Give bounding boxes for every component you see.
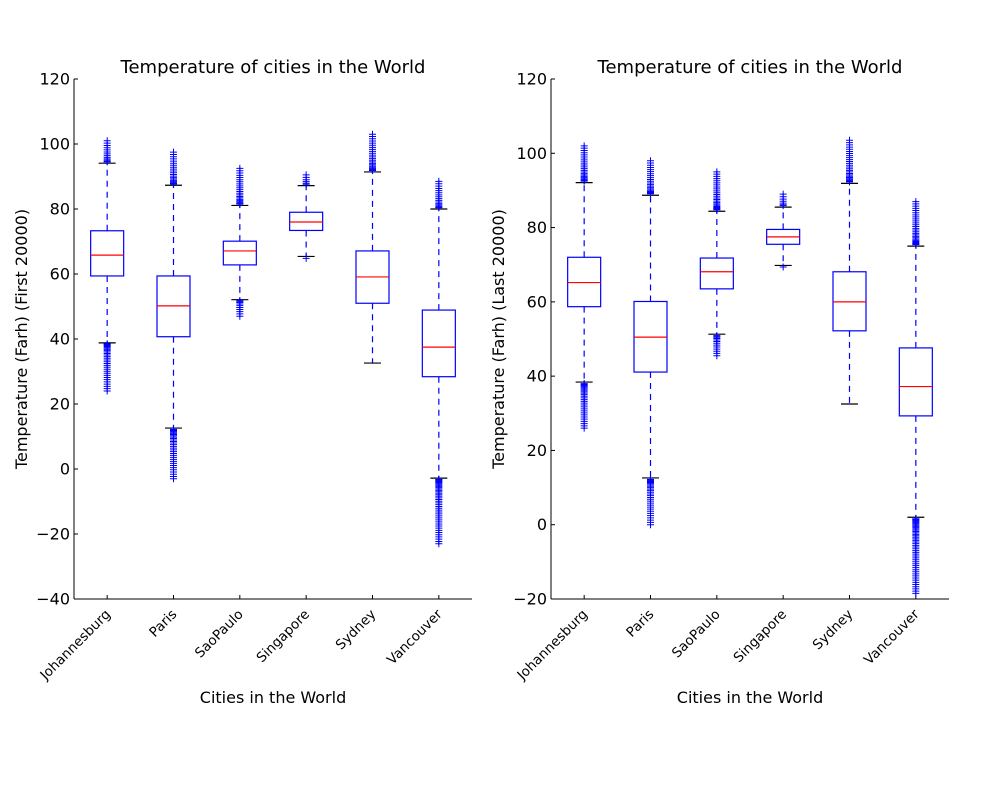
y-tick-label: 80 bbox=[527, 218, 547, 237]
iqr-box bbox=[898, 347, 933, 417]
y-tick-label: −40 bbox=[36, 590, 70, 609]
outlier-marker bbox=[713, 168, 721, 176]
outlier-marker bbox=[779, 190, 787, 198]
box-sydney bbox=[355, 130, 390, 364]
box-singapore bbox=[766, 190, 801, 271]
box-singapore bbox=[289, 171, 324, 262]
box-paris bbox=[156, 148, 191, 483]
x-axis-label: Cities in the World bbox=[677, 688, 823, 707]
outlier-marker bbox=[103, 387, 111, 395]
y-tick-label: 60 bbox=[50, 265, 70, 284]
y-tick-label: 20 bbox=[50, 395, 70, 414]
y-tick-label: 0 bbox=[537, 515, 547, 534]
outlier-marker bbox=[713, 352, 721, 360]
x-tick-label: Paris bbox=[146, 607, 180, 641]
outlier-marker bbox=[580, 142, 588, 150]
box-vancouver bbox=[421, 177, 456, 548]
outlier-marker bbox=[236, 164, 244, 172]
box-paris bbox=[633, 157, 668, 529]
x-tick-label: Johannesburg bbox=[514, 607, 591, 684]
y-tick-label: 100 bbox=[39, 135, 70, 154]
chart-panel-1: Temperature of cities in the World −40 −20… bbox=[12, 57, 472, 707]
x-tick-label: Vancouver bbox=[861, 606, 923, 668]
outlier-marker bbox=[435, 540, 443, 548]
outlier-marker bbox=[170, 475, 177, 483]
box-johannesburg bbox=[90, 137, 125, 395]
box-saopaulo bbox=[699, 168, 734, 360]
outlier-marker bbox=[103, 137, 111, 145]
x-tick-label: Sydney bbox=[333, 607, 380, 654]
outlier-marker bbox=[846, 136, 853, 144]
x-tick-label: Singapore bbox=[254, 607, 313, 666]
x-tick-label: Johannesburg bbox=[37, 607, 114, 684]
x-tick-label: Vancouver bbox=[384, 606, 446, 668]
outlier-marker bbox=[647, 157, 654, 165]
box-saopaulo bbox=[222, 164, 257, 320]
chart-title: Temperature of cities in the World bbox=[597, 57, 903, 78]
iqr-box bbox=[421, 309, 456, 378]
y-tick-label: 100 bbox=[516, 144, 547, 163]
y-tick-label: −20 bbox=[513, 590, 547, 609]
y-tick-label: 120 bbox=[39, 70, 70, 89]
y-axis-label: Temperature (Farh) (First 20000) bbox=[12, 209, 31, 470]
iqr-box bbox=[90, 230, 125, 277]
x-axis-label: Cities in the World bbox=[200, 688, 346, 707]
outlier-marker bbox=[369, 130, 376, 138]
y-tick-label: 40 bbox=[50, 330, 70, 349]
chart-panel-2: Temperature of cities in the World −20 0 20… bbox=[489, 57, 949, 707]
iqr-box bbox=[289, 211, 324, 232]
y-tick-label: 60 bbox=[527, 292, 547, 311]
outlier-marker bbox=[912, 198, 920, 206]
iqr-box bbox=[222, 240, 257, 266]
outlier-marker bbox=[647, 521, 654, 529]
x-tick-label: Singapore bbox=[731, 607, 790, 666]
outlier-marker bbox=[236, 312, 244, 320]
y-tick-label: 40 bbox=[527, 367, 547, 386]
y-axis-label: Temperature (Farh) (Last 20000) bbox=[489, 209, 508, 470]
x-tick-label: SaoPaulo bbox=[192, 607, 247, 662]
outlier-marker bbox=[912, 589, 920, 597]
box-sydney bbox=[832, 136, 867, 405]
outlier-marker bbox=[302, 171, 310, 179]
y-tick-label: 0 bbox=[60, 460, 70, 479]
outlier-marker bbox=[170, 148, 177, 156]
outlier-marker bbox=[435, 177, 443, 185]
outlier-marker bbox=[580, 424, 588, 432]
y-tick-label: 120 bbox=[516, 70, 547, 89]
box-johannesburg bbox=[567, 142, 602, 432]
x-tick-label: SaoPaulo bbox=[669, 607, 724, 662]
outlier-marker bbox=[302, 254, 310, 262]
x-tick-label: Sydney bbox=[810, 607, 857, 654]
y-tick-label: 20 bbox=[527, 441, 547, 460]
x-tick-label: Paris bbox=[623, 607, 657, 641]
chart-title: Temperature of cities in the World bbox=[120, 57, 426, 78]
y-tick-label: −20 bbox=[36, 525, 70, 544]
outlier-marker bbox=[779, 263, 787, 271]
iqr-box bbox=[699, 257, 734, 290]
box-vancouver bbox=[898, 198, 933, 597]
y-tick-label: 80 bbox=[50, 200, 70, 219]
